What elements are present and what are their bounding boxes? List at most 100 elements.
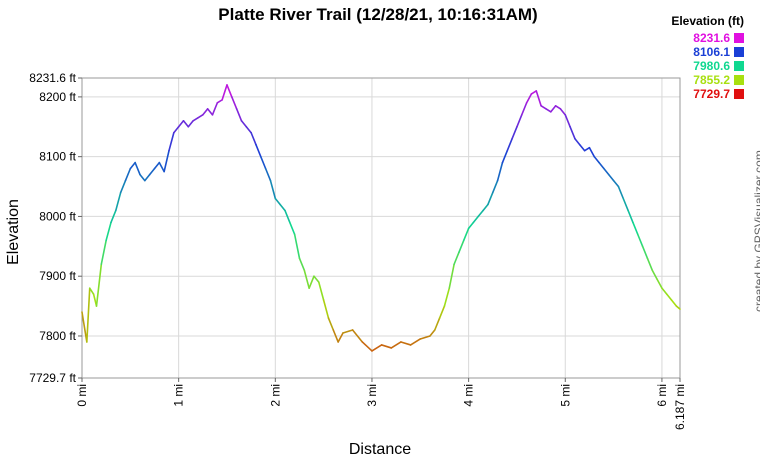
x-tick-label: 3 mi (365, 384, 379, 407)
series-segment (545, 108, 552, 113)
legend-item: 7729.7 (640, 87, 744, 101)
y-tick-label: 8100 ft (39, 150, 76, 164)
series-segment (260, 155, 267, 170)
series-segment (226, 84, 233, 98)
legend-swatch (734, 33, 744, 43)
series-segment (86, 287, 91, 343)
series-segment (144, 173, 151, 182)
series-segment (279, 203, 286, 212)
series-segment (206, 108, 214, 116)
series-segment (303, 269, 310, 289)
series-segment (632, 221, 639, 236)
legend: Elevation (ft) 8231.6 8106.1 7980.6 7855.2 7… (640, 14, 744, 101)
series-segment (269, 179, 277, 200)
series-segment (177, 119, 185, 128)
series-segment (569, 125, 576, 140)
x-tick-label: 6 mi (655, 384, 669, 407)
series-segment (197, 114, 204, 119)
grid-lines (82, 77, 680, 379)
series-segment (433, 317, 441, 331)
series-segment (351, 329, 364, 343)
y-axis-label: Elevation (5, 199, 22, 265)
legend-item-label: 8106.1 (693, 45, 730, 59)
series-segment (535, 90, 542, 107)
series-segment (511, 125, 518, 140)
x-axis-ticks: 0 mi 1 mi 2 mi 3 mi 4 mi 5 mi 6 mi 6.187 mi (75, 378, 687, 430)
series-segment (467, 221, 475, 230)
y-tick-label: 7900 ft (39, 269, 76, 283)
series-segment (598, 161, 605, 170)
series-segment (472, 215, 480, 224)
legend-swatch (734, 61, 744, 71)
series-segment (448, 263, 455, 289)
series-segment (134, 161, 141, 176)
series-segment (429, 329, 436, 337)
series-segment (327, 317, 335, 331)
series-segment (603, 167, 610, 176)
series-segment (380, 344, 393, 349)
series-segment (675, 305, 681, 310)
legend-swatch (734, 47, 744, 57)
series-segment (168, 131, 175, 152)
series-segment (443, 287, 451, 307)
series-segment (139, 173, 146, 182)
series-segment (192, 117, 199, 122)
y-tick-label: 7729.7 ft (29, 371, 76, 385)
credit-text: created by GPSVisualizer.com (752, 150, 760, 312)
x-tick-label: 5 mi (558, 384, 572, 407)
plot-area-frame (81, 77, 681, 379)
series-segment (506, 137, 513, 152)
series-segment (211, 102, 219, 116)
series-segment (235, 108, 243, 122)
series-segment (612, 179, 620, 188)
series-segment (554, 105, 562, 110)
x-tick-label: 6.187 mi (673, 384, 687, 430)
series-segment (148, 167, 156, 176)
series-segment (622, 197, 629, 212)
series-segment (651, 269, 658, 280)
series-segment (646, 257, 654, 272)
series-segment (636, 233, 644, 248)
series-segment (665, 293, 673, 301)
series-segment (549, 105, 557, 113)
series-segment (559, 108, 567, 116)
legend-swatch (734, 75, 744, 85)
series-segment (491, 179, 499, 194)
series-segment (115, 191, 122, 212)
series-segment (482, 203, 489, 212)
x-tick-label: 4 mi (462, 384, 476, 407)
series-segment (240, 119, 248, 128)
series-segment (361, 341, 373, 352)
legend-items: 8231.6 8106.1 7980.6 7855.2 7729.7 (640, 31, 744, 101)
series-segment (274, 197, 281, 206)
series-segment (337, 332, 344, 343)
series-segment (453, 251, 460, 266)
series-segment (289, 221, 296, 236)
series-segment (501, 149, 509, 164)
series-segment (216, 99, 223, 104)
series-segment (231, 96, 238, 110)
x-tick-label: 2 mi (268, 384, 282, 407)
legend-item-label: 8231.6 (693, 31, 730, 45)
y-tick-label: 8200 ft (39, 90, 76, 104)
series-segment (110, 209, 117, 224)
legend-title: Elevation (ft) (671, 14, 744, 28)
y-tick-label: 7800 ft (39, 329, 76, 343)
series-segment (540, 105, 547, 110)
legend-item: 8106.1 (640, 45, 744, 59)
series-segment (409, 338, 422, 346)
x-tick-label: 1 mi (172, 384, 186, 407)
series-segment (607, 173, 615, 182)
series-segment (564, 114, 571, 128)
series-segment (322, 299, 330, 319)
series-segment (419, 335, 431, 340)
series-segment (583, 146, 591, 152)
series-segment (293, 233, 301, 260)
series-segment (400, 341, 412, 346)
series-segment (124, 167, 132, 182)
series-segment (95, 263, 103, 307)
series-segment (202, 108, 209, 116)
legend-item-label: 7729.7 (693, 87, 730, 101)
chart-title: Platte River Trail (12/28/21, 10:16:31AM… (218, 5, 537, 24)
series-segment (100, 239, 107, 266)
